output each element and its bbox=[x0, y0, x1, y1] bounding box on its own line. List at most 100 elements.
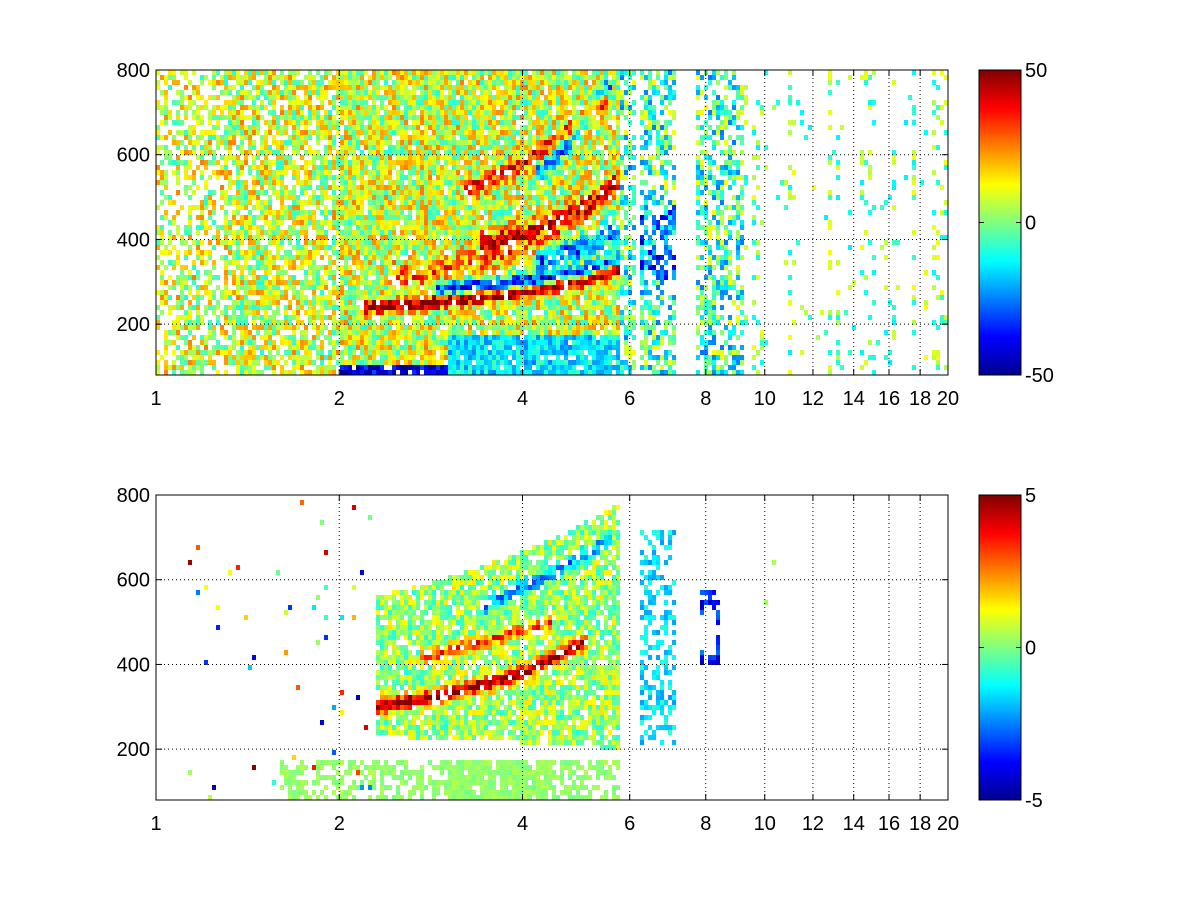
heatmap-cell bbox=[528, 215, 532, 220]
heatmap-cell bbox=[244, 295, 248, 300]
heatmap-cell bbox=[316, 355, 320, 360]
heatmap-cell bbox=[176, 250, 180, 255]
heatmap-cell bbox=[272, 180, 276, 185]
heatmap-cell bbox=[448, 255, 452, 260]
heatmap-cell bbox=[428, 255, 432, 260]
heatmap-cell bbox=[364, 110, 368, 115]
heatmap-cell bbox=[420, 355, 424, 360]
heatmap-cell bbox=[280, 105, 284, 110]
heatmap-cell bbox=[292, 130, 296, 135]
heatmap-cell bbox=[284, 250, 288, 255]
heatmap-cell bbox=[244, 265, 248, 270]
heatmap-cell bbox=[456, 285, 460, 290]
heatmap-cell bbox=[428, 120, 432, 125]
heatmap-cell bbox=[316, 150, 320, 155]
heatmap-cell bbox=[452, 325, 456, 330]
heatmap-cell bbox=[312, 80, 316, 85]
heatmap-cell bbox=[520, 270, 524, 275]
heatmap-cell bbox=[336, 125, 340, 130]
heatmap-cell bbox=[308, 300, 312, 305]
heatmap-cell bbox=[264, 325, 268, 330]
heatmap-cell bbox=[404, 220, 408, 225]
heatmap-cell bbox=[556, 115, 560, 120]
heatmap-cell bbox=[384, 225, 388, 230]
heatmap-cell bbox=[332, 315, 336, 320]
heatmap-cell bbox=[456, 115, 460, 120]
heatmap-cell bbox=[484, 260, 488, 265]
heatmap-cell bbox=[424, 150, 428, 155]
heatmap-cell bbox=[428, 310, 432, 315]
heatmap-cell bbox=[292, 175, 296, 180]
heatmap-cell bbox=[176, 140, 180, 145]
heatmap-cell bbox=[216, 230, 220, 235]
heatmap-cell bbox=[344, 370, 348, 375]
heatmap-cell bbox=[288, 205, 292, 210]
heatmap-cell bbox=[276, 350, 280, 355]
heatmap-cell bbox=[456, 275, 460, 280]
heatmap-cell bbox=[488, 135, 492, 140]
heatmap-cell bbox=[516, 75, 520, 80]
heatmap-cell bbox=[428, 225, 432, 230]
heatmap-cell bbox=[220, 295, 224, 300]
heatmap-cell bbox=[392, 250, 396, 255]
heatmap-cell bbox=[316, 185, 320, 190]
heatmap-cell bbox=[528, 360, 532, 365]
heatmap-cell bbox=[552, 330, 556, 335]
heatmap-cell bbox=[532, 75, 536, 80]
heatmap-cell bbox=[484, 370, 488, 375]
heatmap-cell bbox=[460, 300, 464, 305]
heatmap-cell bbox=[324, 215, 328, 220]
heatmap-cell bbox=[332, 305, 336, 310]
heatmap-cell bbox=[220, 290, 224, 295]
heatmap-cell bbox=[384, 340, 388, 345]
heatmap-cell bbox=[168, 275, 172, 280]
heatmap-cell bbox=[508, 235, 512, 240]
heatmap-cell bbox=[428, 245, 432, 250]
heatmap-cell bbox=[492, 350, 496, 355]
heatmap-cell bbox=[520, 340, 524, 345]
heatmap-cell bbox=[232, 360, 236, 365]
heatmap-cell bbox=[468, 330, 472, 335]
heatmap-cell bbox=[204, 130, 208, 135]
heatmap-cell bbox=[436, 295, 440, 300]
heatmap-cell bbox=[172, 100, 176, 105]
heatmap-cell bbox=[408, 335, 412, 340]
heatmap-cell bbox=[532, 270, 536, 275]
heatmap-cell bbox=[540, 70, 544, 75]
heatmap-cell bbox=[324, 245, 328, 250]
heatmap-cell bbox=[228, 115, 232, 120]
heatmap-cell bbox=[384, 245, 388, 250]
heatmap-cell bbox=[296, 265, 300, 270]
heatmap-cell bbox=[448, 370, 452, 375]
heatmap-cell bbox=[560, 105, 564, 110]
heatmap-cell bbox=[420, 320, 424, 325]
heatmap-cell bbox=[212, 70, 216, 75]
heatmap-cell bbox=[360, 365, 364, 370]
heatmap-cell bbox=[400, 200, 404, 205]
heatmap-cell bbox=[524, 130, 528, 135]
heatmap-cell bbox=[492, 305, 496, 310]
heatmap-cell bbox=[488, 105, 492, 110]
heatmap-cell bbox=[180, 90, 184, 95]
heatmap-cell bbox=[364, 95, 368, 100]
heatmap-cell bbox=[552, 85, 556, 90]
heatmap-cell bbox=[464, 335, 468, 340]
heatmap-cell bbox=[212, 220, 216, 225]
heatmap-cell bbox=[368, 90, 372, 95]
heatmap-cell bbox=[364, 155, 368, 160]
heatmap-cell bbox=[264, 215, 268, 220]
heatmap-cell bbox=[164, 335, 168, 340]
heatmap-cell bbox=[240, 350, 244, 355]
heatmap-cell bbox=[512, 235, 516, 240]
heatmap-cell bbox=[172, 170, 176, 175]
heatmap-cell bbox=[232, 135, 236, 140]
heatmap-cell bbox=[260, 235, 264, 240]
heatmap-cell bbox=[264, 130, 268, 135]
heatmap-cell bbox=[440, 100, 444, 105]
heatmap-cell bbox=[464, 140, 468, 145]
heatmap-cell bbox=[404, 160, 408, 165]
heatmap-cell bbox=[252, 185, 256, 190]
heatmap-cell bbox=[288, 215, 292, 220]
heatmap-cell bbox=[288, 75, 292, 80]
heatmap-cell bbox=[268, 180, 272, 185]
